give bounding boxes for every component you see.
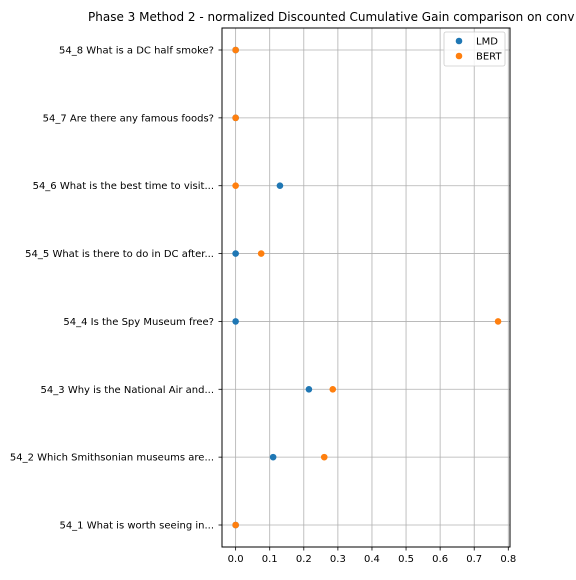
x-tick-label: 0.5: [398, 554, 414, 565]
data-point-bert: [232, 115, 239, 122]
data-point-bert: [232, 182, 239, 189]
y-tick-label: 54_6 What is the best time to visit...: [33, 181, 214, 192]
data-point-bert: [329, 386, 336, 393]
y-tick-label: 54_3 Why is the National Air and...: [41, 385, 214, 396]
data-point-bert: [232, 47, 239, 54]
plot-frame: [222, 28, 510, 547]
data-point-lmd: [270, 454, 277, 461]
data-point-lmd: [277, 182, 284, 189]
x-tick-label: 0.3: [330, 554, 346, 565]
chart-title: Phase 3 Method 2 - normalized Discounted…: [88, 10, 575, 24]
y-tick-label: 54_7 Are there any famous foods?: [43, 113, 214, 124]
x-tick-label: 0.7: [466, 554, 482, 565]
data-point-lmd: [306, 386, 313, 393]
data-point-bert: [495, 318, 502, 325]
legend-label: LMD: [476, 37, 498, 48]
data-point-lmd: [232, 250, 239, 257]
x-tick-label: 0.1: [262, 554, 278, 565]
x-axis: 0.0 0.1 0.2 0.3 0.4 0.5 0.6 0.7 0.8: [228, 547, 517, 565]
grid-layer: [222, 28, 510, 547]
legend-marker: [456, 53, 463, 60]
legend-marker: [456, 38, 463, 45]
y-tick-label: 54_1 What is worth seeing in...: [59, 521, 214, 532]
x-tick-label: 0.2: [296, 554, 312, 565]
legend-label: BERT: [476, 52, 502, 63]
x-tick-label: 0.0: [228, 554, 244, 565]
y-tick-label: 54_4 Is the Spy Museum free?: [63, 317, 214, 328]
data-point-bert: [321, 454, 328, 461]
data-point-bert: [258, 250, 265, 257]
y-tick-label: 54_5 What is there to do in DC after...: [25, 249, 214, 260]
y-tick-label: 54_8 What is a DC half smoke?: [59, 46, 214, 57]
series-lmd: [232, 47, 312, 529]
x-tick-label: 0.6: [432, 554, 448, 565]
x-tick-label: 0.8: [500, 554, 516, 565]
legend: LMD BERT: [444, 32, 505, 66]
points-layer: [232, 47, 501, 529]
x-tick-label: 0.4: [364, 554, 380, 565]
y-axis: 54_1 What is worth seeing in... 54_2 Whic…: [10, 46, 222, 532]
data-point-lmd: [232, 318, 239, 325]
y-tick-label: 54_2 Which Smithsonian museums are...: [10, 453, 214, 464]
data-point-bert: [232, 522, 239, 529]
